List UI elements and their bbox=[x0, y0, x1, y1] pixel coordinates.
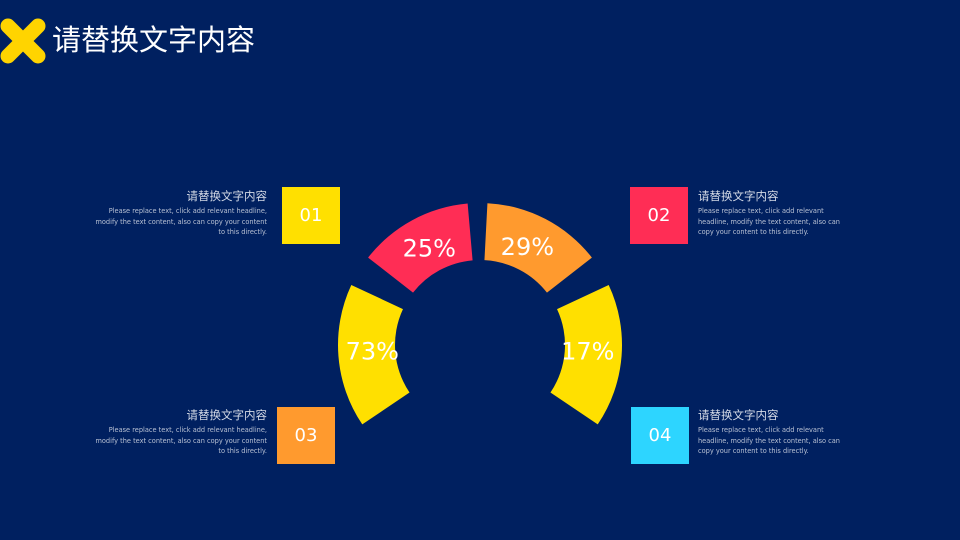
ring-segment-right-yellow bbox=[550, 284, 622, 425]
ring-segment-orange bbox=[484, 203, 592, 293]
segment-label-right-yellow: 17% bbox=[561, 338, 614, 366]
number-badge-04: 04 bbox=[631, 407, 689, 464]
segment-label-left-yellow: 73% bbox=[346, 338, 399, 366]
number-badge-02: 02 bbox=[630, 187, 688, 244]
item-02-description: 请替换文字内容 Please replace text, click add r… bbox=[698, 189, 873, 238]
item-04-description: 请替换文字内容 Please replace text, click add r… bbox=[698, 408, 873, 457]
item-01-body: Please replace text, click add relevant … bbox=[95, 207, 267, 236]
item-02-title: 请替换文字内容 bbox=[698, 189, 779, 203]
number-badge-03: 03 bbox=[277, 407, 335, 464]
segment-label-orange: 29% bbox=[501, 233, 554, 261]
item-04-body: Please replace text, click add relevant … bbox=[698, 426, 840, 455]
x-logo-icon bbox=[0, 18, 46, 64]
item-04-title: 请替换文字内容 bbox=[698, 408, 779, 422]
segment-label-red: 25% bbox=[403, 235, 456, 263]
item-02-body: Please replace text, click add relevant … bbox=[698, 207, 840, 236]
ring-segment-red bbox=[368, 203, 473, 293]
number-badge-01: 01 bbox=[282, 187, 340, 244]
item-03-description: 请替换文字内容 Please replace text, click add r… bbox=[92, 408, 267, 457]
item-03-title: 请替换文字内容 bbox=[186, 408, 268, 422]
item-01-title: 请替换文字内容 bbox=[186, 189, 268, 203]
item-01-description: 请替换文字内容 Please replace text, click add r… bbox=[92, 189, 267, 238]
ring-segment-left-yellow bbox=[338, 284, 410, 425]
page-title: 请替换文字内容 bbox=[52, 23, 256, 57]
item-03-body: Please replace text, click add relevant … bbox=[95, 426, 267, 455]
